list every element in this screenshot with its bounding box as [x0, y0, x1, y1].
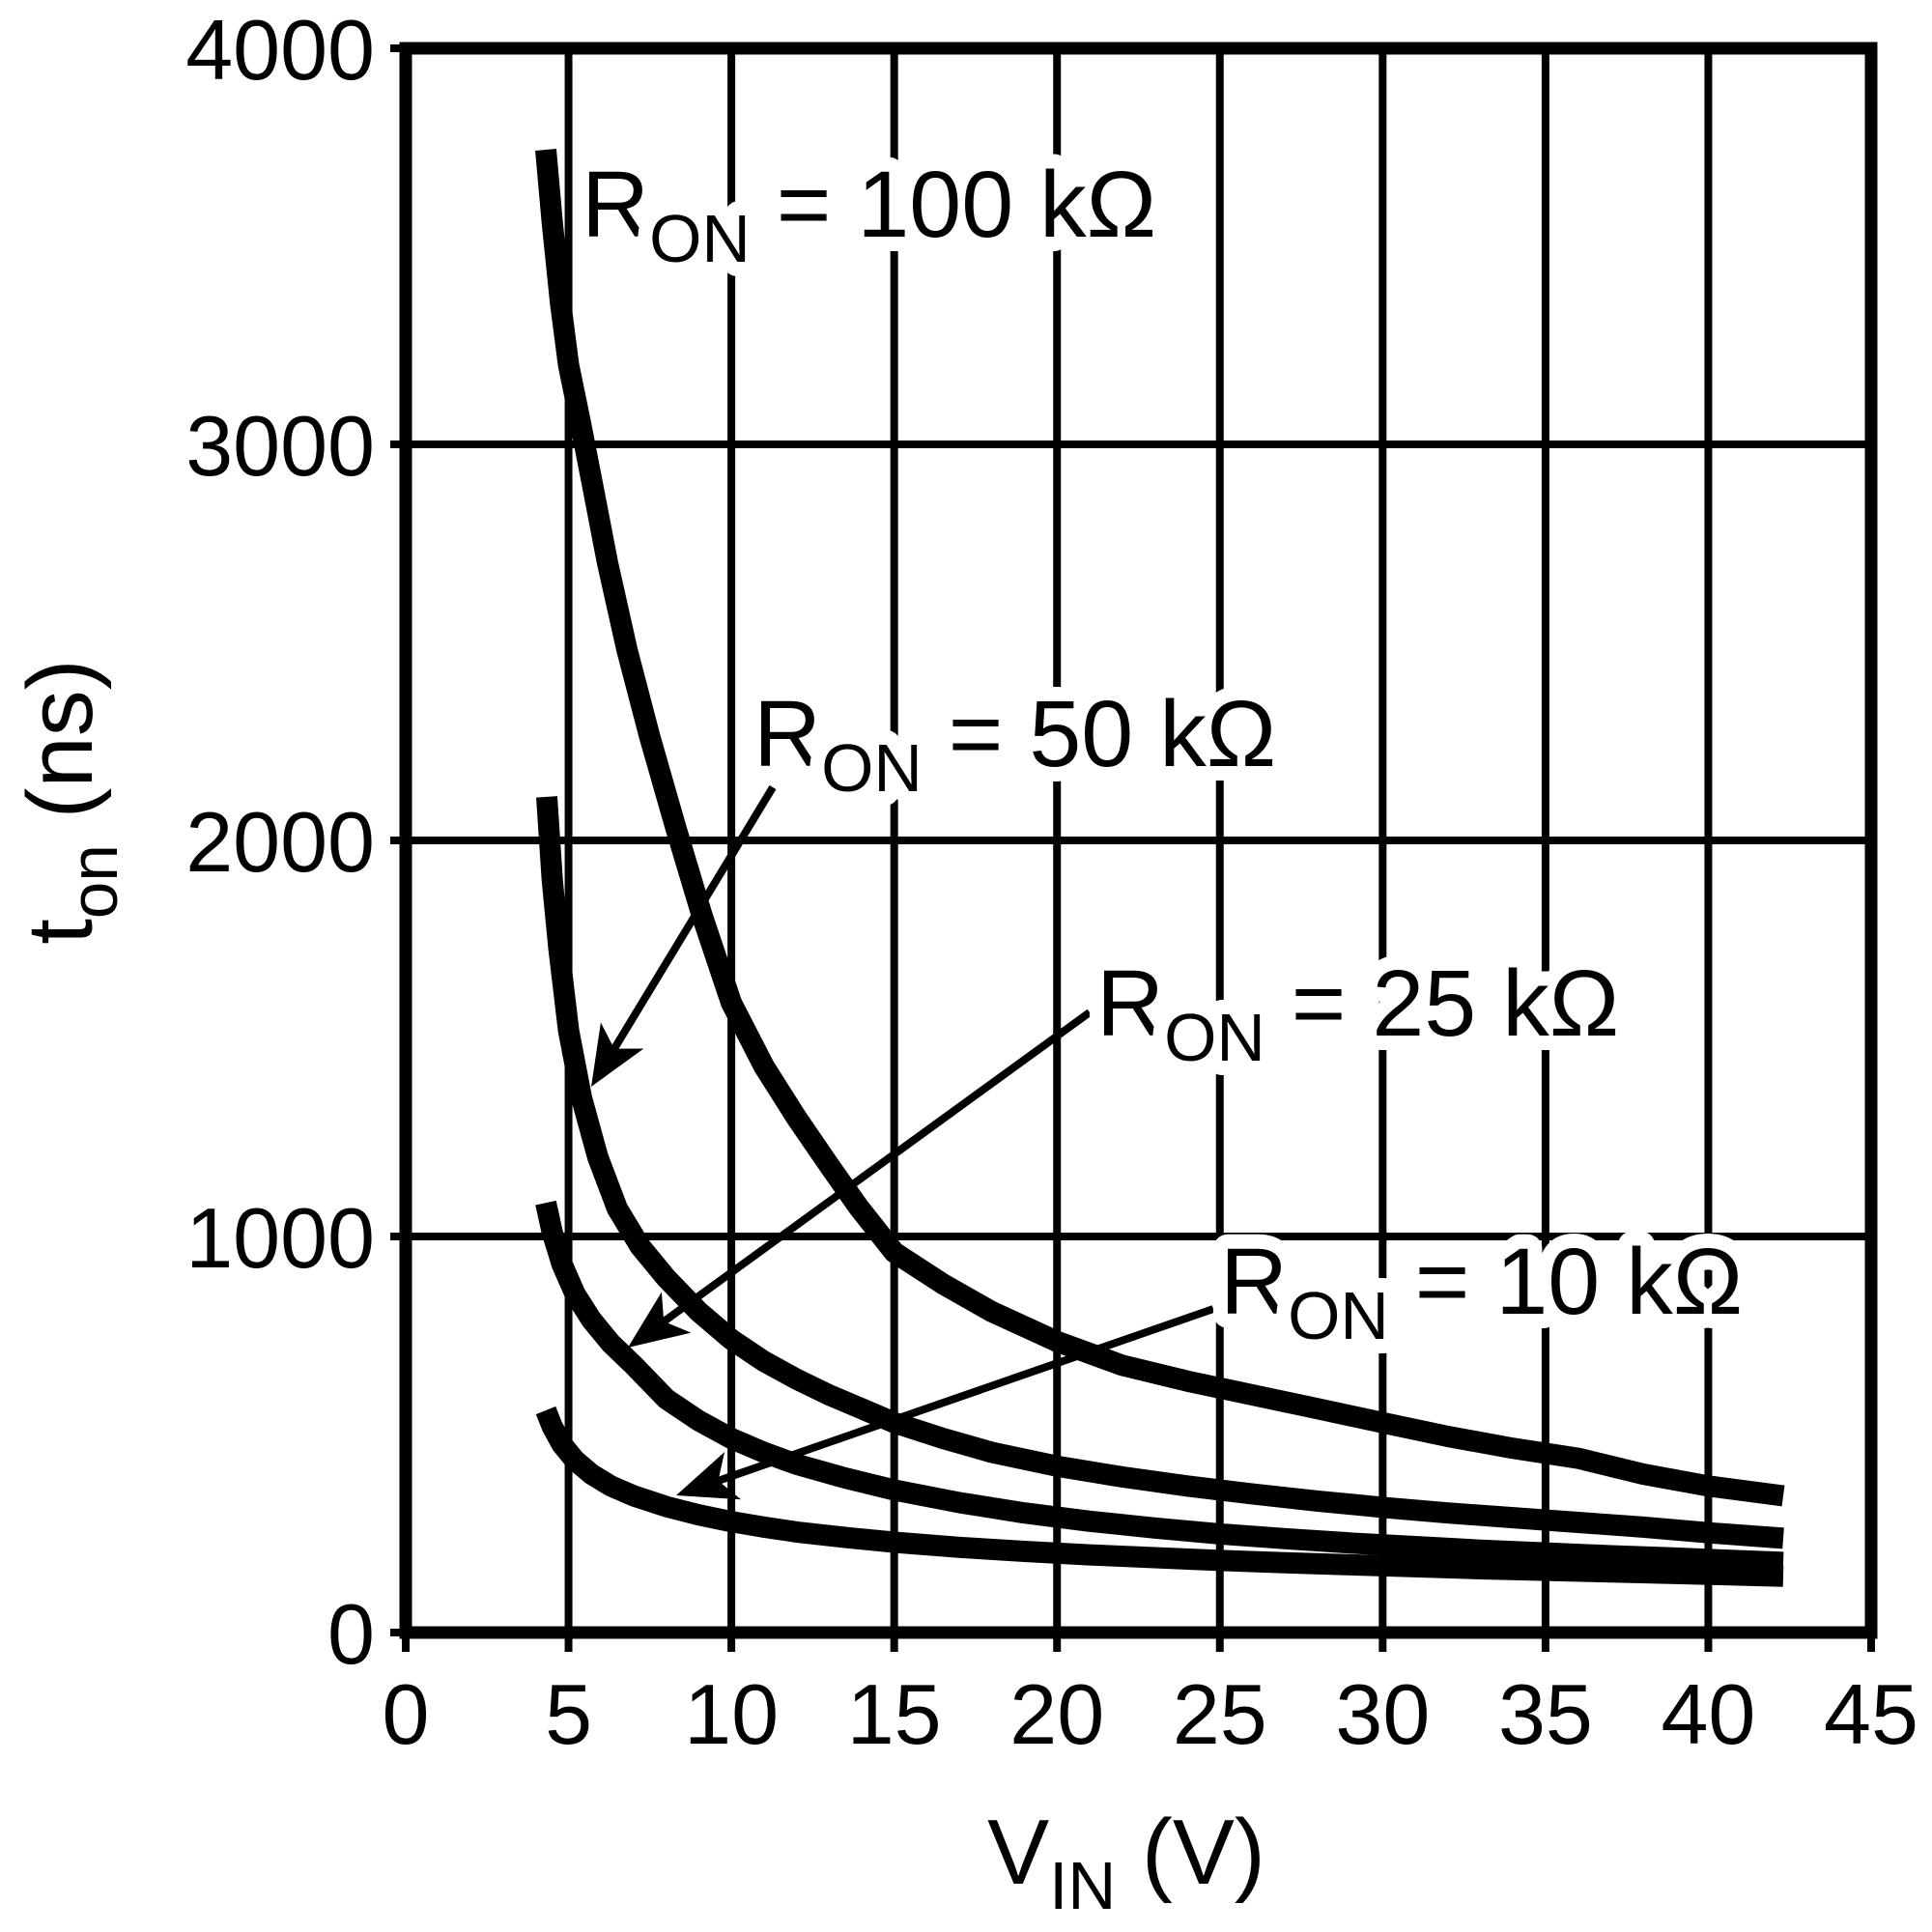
x-tick-label-30: 30: [1335, 1666, 1430, 1762]
label-ron-50k-value: = 50 kΩ: [923, 681, 1276, 786]
plot-border: [399, 42, 1878, 1639]
label-ron-10k-subscript: ON: [1288, 1278, 1389, 1353]
curve-ron-10k: [535, 1406, 1784, 1587]
y-tick-label-3000: 3000: [185, 398, 375, 494]
annotation-arrows: [591, 784, 1215, 1500]
label-ron-25k-main: R: [1096, 951, 1164, 1056]
x-tick-label-20: 20: [1009, 1666, 1104, 1762]
label-ron-25k: RON = 25 kΩ: [1096, 951, 1619, 1075]
y-tick-label-0: 0: [327, 1586, 375, 1682]
x-axis-title-unit: (V): [1116, 1801, 1265, 1904]
x-tick-label-45: 45: [1824, 1666, 1918, 1762]
y-tick-label-2000: 2000: [185, 794, 375, 890]
label-ron-50k-subscript: ON: [821, 730, 923, 806]
x-tick-label-15: 15: [847, 1666, 942, 1762]
axis-tickmarks: [390, 44, 1875, 1652]
label-ron-25k-subscript: ON: [1164, 1000, 1265, 1075]
label-50k-arrowhead: [591, 1022, 644, 1087]
label-ron-10k-main: R: [1220, 1229, 1288, 1334]
y-tick-label-4000: 4000: [185, 2, 375, 98]
label-25k-leader-line: [658, 1009, 1093, 1327]
label-ron-100k: RON = 100 kΩ: [582, 152, 1156, 276]
label-ron-50k-main: R: [753, 681, 821, 786]
x-axis-title-subscript: IN: [1049, 1848, 1116, 1923]
label-10k-arrowhead: [676, 1452, 742, 1500]
y-axis-title-unit: (ns): [9, 659, 112, 844]
data-curves: [535, 149, 1785, 1587]
label-ron-100k-main: R: [582, 152, 649, 257]
y-tick-label-1000: 1000: [185, 1190, 375, 1286]
x-tick-label-25: 25: [1173, 1666, 1267, 1762]
label-10k-leader-line: [713, 1305, 1215, 1487]
x-tick-label-35: 35: [1498, 1666, 1593, 1762]
label-ron-25k-value: = 25 kΩ: [1265, 951, 1619, 1056]
x-tick-label-0: 0: [383, 1666, 430, 1762]
label-ron-100k-subscript: ON: [649, 201, 751, 276]
x-tick-label-40: 40: [1661, 1666, 1755, 1762]
label-ron-10k: RON = 10 kΩ: [1220, 1229, 1743, 1353]
curve-ron-25k: [535, 1200, 1784, 1574]
y-axis-title-symbol: t: [9, 919, 112, 945]
label-ron-50k: RON = 50 kΩ: [753, 681, 1276, 806]
label-25k-arrowhead: [628, 1292, 692, 1348]
x-tick-label-5: 5: [545, 1666, 592, 1762]
label-ron-10k-value: = 10 kΩ: [1389, 1229, 1743, 1334]
curve-ron-100k: [535, 149, 1785, 1507]
axis-tick-labels: 0 5 10 15 20 25 30 35 40 45 0 1000 2000 3000 4000: [185, 2, 1918, 1762]
curve-ron-50k: [536, 796, 1784, 1549]
label-ron-100k-value: = 100 kΩ: [751, 152, 1156, 257]
x-axis-title: VIN (V): [987, 1801, 1265, 1923]
x-tick-label-10: 10: [684, 1666, 779, 1762]
y-axis-title: ton (ns): [9, 659, 131, 945]
gridlines: [406, 48, 1871, 1633]
x-axis-title-symbol: V: [987, 1801, 1049, 1904]
curve-labels: RON = 100 kΩ RON = 50 kΩ RON = 25 kΩ RON…: [567, 137, 1757, 1368]
y-axis-title-subscript: on: [56, 844, 131, 919]
